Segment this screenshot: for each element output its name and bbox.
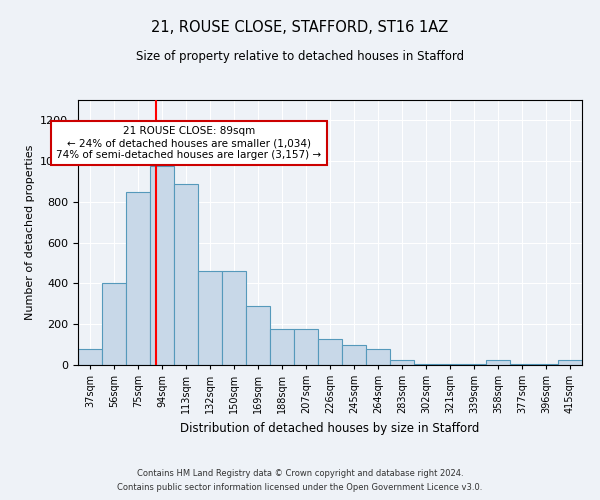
Bar bbox=[462, 364, 486, 365]
Bar bbox=[150, 166, 174, 365]
Bar bbox=[342, 344, 366, 365]
Bar bbox=[198, 271, 222, 365]
Text: Contains public sector information licensed under the Open Government Licence v3: Contains public sector information licen… bbox=[118, 484, 482, 492]
Y-axis label: Number of detached properties: Number of detached properties bbox=[25, 145, 35, 320]
Bar bbox=[486, 360, 510, 365]
Text: 21 ROUSE CLOSE: 89sqm
← 24% of detached houses are smaller (1,034)
74% of semi-d: 21 ROUSE CLOSE: 89sqm ← 24% of detached … bbox=[56, 126, 322, 160]
Text: Contains HM Land Registry data © Crown copyright and database right 2024.: Contains HM Land Registry data © Crown c… bbox=[137, 468, 463, 477]
Bar bbox=[390, 360, 414, 365]
Bar bbox=[270, 330, 294, 365]
Bar bbox=[78, 348, 102, 365]
X-axis label: Distribution of detached houses by size in Stafford: Distribution of detached houses by size … bbox=[181, 422, 479, 434]
Bar bbox=[318, 338, 342, 365]
Bar bbox=[438, 364, 462, 365]
Bar bbox=[558, 360, 582, 365]
Bar bbox=[246, 306, 270, 365]
Bar bbox=[534, 364, 558, 365]
Bar bbox=[414, 364, 438, 365]
Bar bbox=[222, 271, 246, 365]
Bar bbox=[294, 330, 318, 365]
Bar bbox=[174, 184, 198, 365]
Bar bbox=[102, 284, 126, 365]
Bar bbox=[510, 364, 534, 365]
Text: 21, ROUSE CLOSE, STAFFORD, ST16 1AZ: 21, ROUSE CLOSE, STAFFORD, ST16 1AZ bbox=[151, 20, 449, 35]
Bar bbox=[126, 192, 150, 365]
Text: Size of property relative to detached houses in Stafford: Size of property relative to detached ho… bbox=[136, 50, 464, 63]
Bar bbox=[366, 348, 390, 365]
